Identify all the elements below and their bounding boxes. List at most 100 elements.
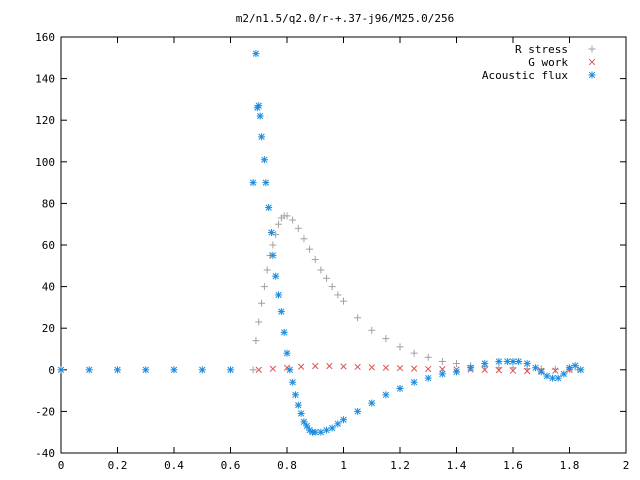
- acoustic-flux-point: [323, 426, 331, 434]
- g-work-point: [312, 362, 319, 370]
- r-stress-point: [269, 241, 277, 249]
- r-stress-point: [255, 318, 263, 326]
- g-work-point: [326, 362, 333, 370]
- acoustic-flux-point: [265, 204, 273, 212]
- acoustic-flux-point: [532, 364, 540, 372]
- r-stress-point: [283, 212, 291, 220]
- acoustic-flux-point: [272, 272, 280, 280]
- g-work-point: [297, 363, 305, 370]
- r-stress-point: [300, 235, 308, 243]
- g-work-point: [396, 364, 404, 372]
- chart-title: m2/n1.5/q2.0/r-+.37-j96/M25.0/256: [236, 12, 455, 25]
- r-stress-point: [306, 245, 314, 253]
- g-work-point: [481, 366, 488, 373]
- g-work-point: [552, 367, 559, 374]
- acoustic-flux-point: [340, 416, 347, 424]
- g-work-point: [269, 365, 277, 372]
- acoustic-flux-point: [297, 409, 305, 417]
- acoustic-flux-point: [300, 418, 308, 426]
- acoustic-flux-point: [396, 385, 404, 393]
- g-work-point: [495, 367, 503, 374]
- y-tick-label: -40: [35, 447, 55, 460]
- acoustic-flux-point: [142, 366, 150, 374]
- r-stress-point: [294, 224, 302, 232]
- acoustic-flux-point: [252, 50, 260, 58]
- acoustic-flux-point: [85, 366, 93, 374]
- r-stress-point: [289, 216, 297, 224]
- legend-marker: [588, 58, 596, 66]
- r-stress-point: [311, 256, 319, 264]
- acoustic-flux-point: [543, 372, 551, 380]
- legend-marker: [588, 71, 596, 79]
- g-work-point: [382, 364, 390, 371]
- acoustic-flux-point: [256, 112, 264, 120]
- y-tick-label: 0: [48, 364, 55, 377]
- acoustic-flux-point: [311, 428, 319, 436]
- r-stress-point: [249, 366, 257, 374]
- g-work-point: [425, 365, 432, 373]
- acoustic-flux-point: [317, 428, 325, 436]
- r-stress-point: [317, 266, 325, 274]
- acoustic-flux-point: [554, 374, 562, 382]
- acoustic-flux-point: [410, 378, 418, 386]
- r-stress-point: [424, 353, 432, 361]
- x-tick-label: 0.2: [108, 459, 128, 472]
- y-tick-label: 80: [42, 197, 55, 210]
- x-tick-label: 0.6: [221, 459, 241, 472]
- r-stress-point: [340, 297, 347, 305]
- acoustic-flux-point: [354, 407, 362, 415]
- legend-label: Acoustic flux: [482, 69, 568, 82]
- acoustic-flux-point: [467, 364, 475, 372]
- acoustic-flux-point: [515, 357, 523, 365]
- acoustic-flux-point: [258, 133, 266, 141]
- y-tick-label: 140: [35, 73, 55, 86]
- acoustic-flux-point: [453, 368, 460, 376]
- r-stress-point: [382, 335, 390, 343]
- y-tick-label: 100: [35, 156, 55, 169]
- acoustic-flux-point: [438, 370, 446, 378]
- acoustic-flux-point: [277, 308, 285, 316]
- plot-frame: [60, 36, 627, 454]
- x-tick-label: 0.4: [164, 459, 184, 472]
- y-tick-label: 40: [42, 281, 55, 294]
- y-tick-label: 120: [35, 114, 55, 127]
- x-tick-label: 1.4: [447, 459, 467, 472]
- acoustic-flux-point: [566, 364, 573, 372]
- acoustic-flux-point: [424, 374, 432, 382]
- y-tick-label: 160: [35, 31, 55, 44]
- acoustic-flux-point: [334, 420, 342, 428]
- acoustic-flux-point: [303, 422, 311, 430]
- acoustic-flux-point: [198, 366, 206, 374]
- legend-marker: [588, 45, 596, 53]
- acoustic-flux-point: [255, 102, 263, 110]
- y-axis: -40 -20 0 20 40 60 80 100 120 140 160: [35, 31, 626, 460]
- acoustic-flux-point: [275, 291, 283, 299]
- acoustic-flux-point: [170, 366, 178, 374]
- acoustic-flux-point: [289, 378, 297, 386]
- r-stress-point: [396, 343, 404, 351]
- g-work-point: [340, 363, 347, 370]
- y-tick-label: 60: [42, 239, 55, 252]
- acoustic-flux-point: [577, 366, 585, 374]
- r-stress-point: [252, 337, 260, 345]
- acoustic-flux-point: [283, 349, 291, 357]
- r-stress-point: [275, 220, 283, 228]
- r-stress-point: [453, 360, 460, 368]
- legend-label: G work: [528, 56, 568, 69]
- r-stress-point: [551, 365, 559, 373]
- x-tick-label: 2: [623, 459, 630, 472]
- x-tick-label: 1: [340, 459, 347, 472]
- acoustic-flux-point: [523, 360, 531, 368]
- g-work-point: [354, 363, 361, 371]
- acoustic-flux-point: [280, 328, 288, 336]
- g-work-point: [368, 364, 375, 371]
- r-stress-point: [438, 357, 446, 365]
- data-points: [57, 50, 585, 436]
- acoustic-flux-point: [294, 401, 302, 409]
- y-tick-label: 20: [42, 322, 55, 335]
- r-stress-point: [410, 349, 418, 357]
- acoustic-flux-point: [114, 366, 121, 374]
- acoustic-flux-point: [571, 362, 579, 370]
